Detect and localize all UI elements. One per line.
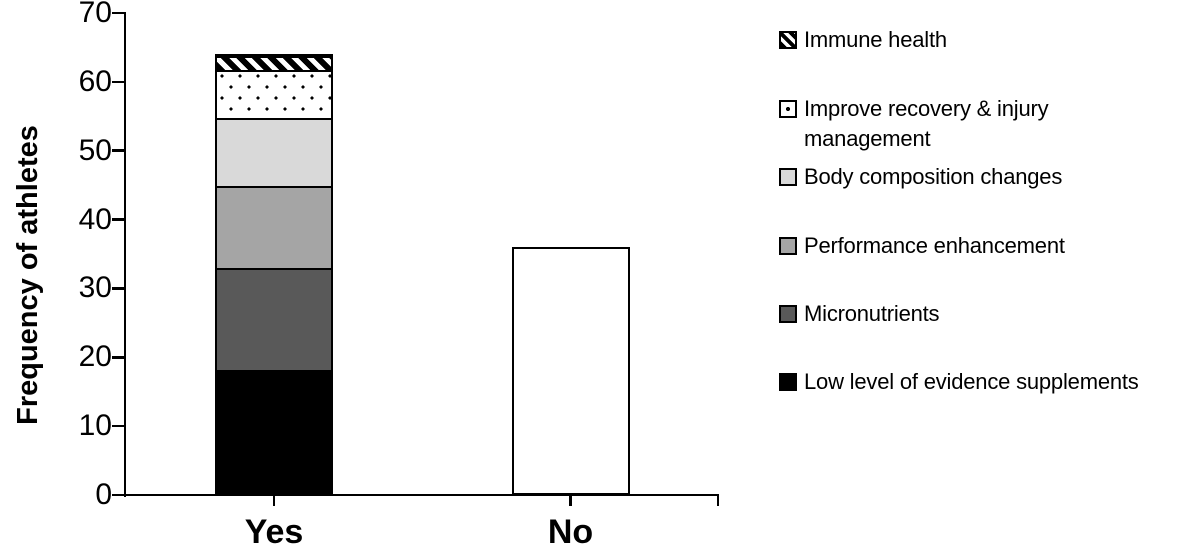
low-level-of-evidence-supplements-swatch-icon <box>779 373 797 391</box>
y-tick-mark <box>112 356 124 359</box>
y-tick-label-40: 40 <box>78 202 112 236</box>
y-tick-label-20: 20 <box>78 340 112 374</box>
category-label-yes: Yes <box>244 513 304 551</box>
x-axis-line <box>112 493 719 496</box>
body-composition-changes-swatch-icon <box>779 168 797 186</box>
bar-segment-immune-health <box>217 56 331 70</box>
y-tick-label-70: 70 <box>78 0 112 29</box>
bar-segment-body-composition-changes <box>217 117 331 186</box>
y-axis-line <box>123 11 126 497</box>
bar-segment-performance-enhancement <box>217 185 331 268</box>
legend: Immune health Improve recovery & injury m… <box>779 0 1181 554</box>
legend-label-micronutrients: Micronutrients <box>804 301 940 326</box>
y-tick-mark <box>112 149 124 152</box>
legend-label-improve-recovery-injury-management: Improve recovery & injury management <box>804 96 1049 151</box>
immune-health-swatch-icon <box>779 31 797 49</box>
legend-label-body-composition-changes: Body composition changes <box>804 164 1063 189</box>
y-tick-label-10: 10 <box>78 409 112 443</box>
legend-item-low-level-of-evidence-supplements: Low level of evidence supplements <box>779 367 1139 397</box>
legend-label-low-level-of-evidence-supplements: Low level of evidence supplements <box>804 369 1139 394</box>
y-tick-label-50: 50 <box>78 133 112 167</box>
x-tick-mark-no <box>569 495 572 506</box>
legend-item-body-composition-changes: Body composition changes <box>779 162 1062 192</box>
y-tick-mark <box>112 218 124 221</box>
y-tick-mark <box>112 11 124 15</box>
y-tick-mark <box>112 424 124 428</box>
category-label-no: No <box>547 513 594 551</box>
y-tick-mark <box>112 493 124 497</box>
legend-item-micronutrients: Micronutrients <box>779 299 940 329</box>
y-tick-label-0: 0 <box>95 478 112 511</box>
performance-enhancement-swatch-icon <box>779 237 797 255</box>
y-tick-label-60: 60 <box>78 64 112 98</box>
improve-recovery-injury-management-swatch-icon <box>779 100 797 118</box>
legend-item-improve-recovery-injury-management: Improve recovery & injury management <box>779 94 1178 154</box>
bar-segment-micronutrients <box>217 267 331 371</box>
x-axis-end-tick <box>716 495 719 506</box>
bar-segment-no-total <box>513 249 628 493</box>
legend-label-performance-enhancement: Performance enhancement <box>804 233 1065 258</box>
bar-yes <box>215 54 333 495</box>
legend-label-immune-health: Immune health <box>804 27 947 52</box>
bar-segment-improve-recovery-injury-management <box>217 69 331 118</box>
micronutrients-swatch-icon <box>779 305 797 323</box>
bar-segment-low-level-of-evidence-supplements <box>217 370 331 493</box>
x-tick-mark-yes <box>272 495 276 506</box>
y-tick-label-30: 30 <box>78 271 112 305</box>
y-tick-mark <box>112 80 124 84</box>
y-tick-mark <box>112 287 124 290</box>
legend-item-immune-health: Immune health <box>779 25 947 55</box>
bar-no <box>511 247 630 495</box>
legend-item-performance-enhancement: Performance enhancement <box>779 231 1065 261</box>
